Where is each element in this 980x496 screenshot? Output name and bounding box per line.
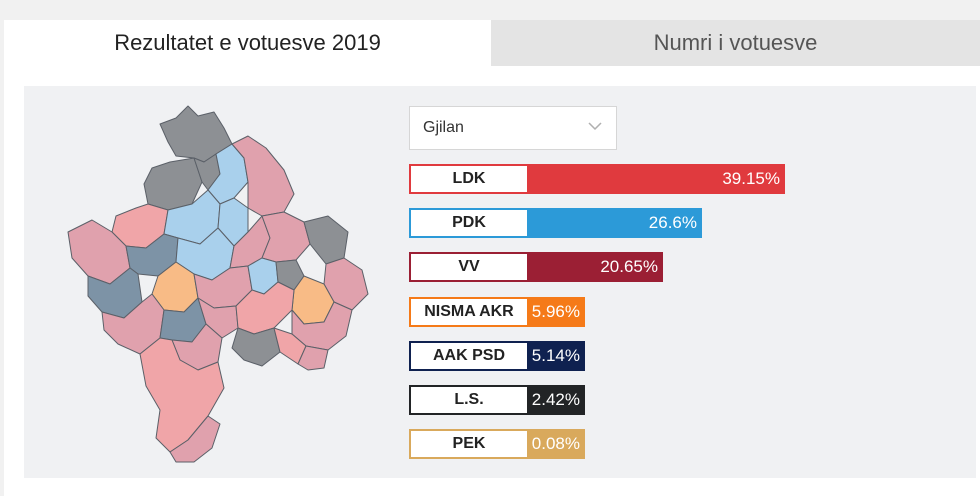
bar-1[interactable] [527, 208, 702, 238]
party-label-1: PDK [409, 208, 529, 238]
bar-4[interactable] [527, 341, 585, 371]
tab-election-results[interactable]: Rezultatet e votuesve 2019 [4, 20, 491, 66]
bar-value-label-1: 26.6% [648, 213, 697, 232]
map-region-dragash[interactable] [169, 415, 221, 463]
party-label-3: NISMA AKR [409, 297, 529, 327]
chevron-down-icon [588, 122, 602, 131]
results-widget: Rezultatet e votuesve 2019 Numri i votue… [4, 20, 980, 496]
municipality-select-value: Gjilan [423, 119, 464, 136]
map-region-partesh[interactable] [297, 345, 329, 371]
bar-value-label-6: 0.08% [531, 434, 580, 453]
party-label-5: L.S. [409, 385, 529, 415]
bar-value-label-3: 5.96% [531, 302, 580, 321]
bar-value-label-5: 2.42% [531, 390, 580, 409]
municipality-select[interactable]: Gjilan [409, 106, 617, 150]
bar-2[interactable] [527, 252, 663, 282]
map-region-prishtina[interactable] [261, 211, 311, 263]
bar-value-label-2: 20.65% [600, 257, 658, 276]
kosovo-map [67, 105, 369, 463]
party-label-0: LDK [409, 164, 529, 194]
tab-voter-count[interactable]: Numri i votuesve [491, 20, 980, 66]
map-region-novoberde[interactable] [303, 215, 349, 265]
bar-5[interactable] [527, 385, 585, 415]
party-label-6: PEK [409, 429, 529, 459]
bar-value-label-0: 39.15% [722, 169, 780, 188]
bar-6[interactable] [527, 429, 585, 459]
party-label-4: AAK PSD [409, 341, 529, 371]
bar-0[interactable] [527, 164, 785, 194]
bar-value-label-4: 5.14% [531, 346, 580, 365]
results-panel: Gjilan LDK 39.15% PDK 26.6% VV 20.65% NISMA AK… [24, 86, 976, 478]
map-region-prizren[interactable] [139, 337, 225, 453]
results-bar-chart: LDK 39.15% PDK 26.6% VV 20.65% NISMA AKR 5.96% A… [409, 164, 969, 464]
bar-3[interactable] [527, 297, 585, 327]
map-region-kacanik[interactable] [231, 327, 281, 367]
party-label-2: VV [409, 252, 529, 282]
